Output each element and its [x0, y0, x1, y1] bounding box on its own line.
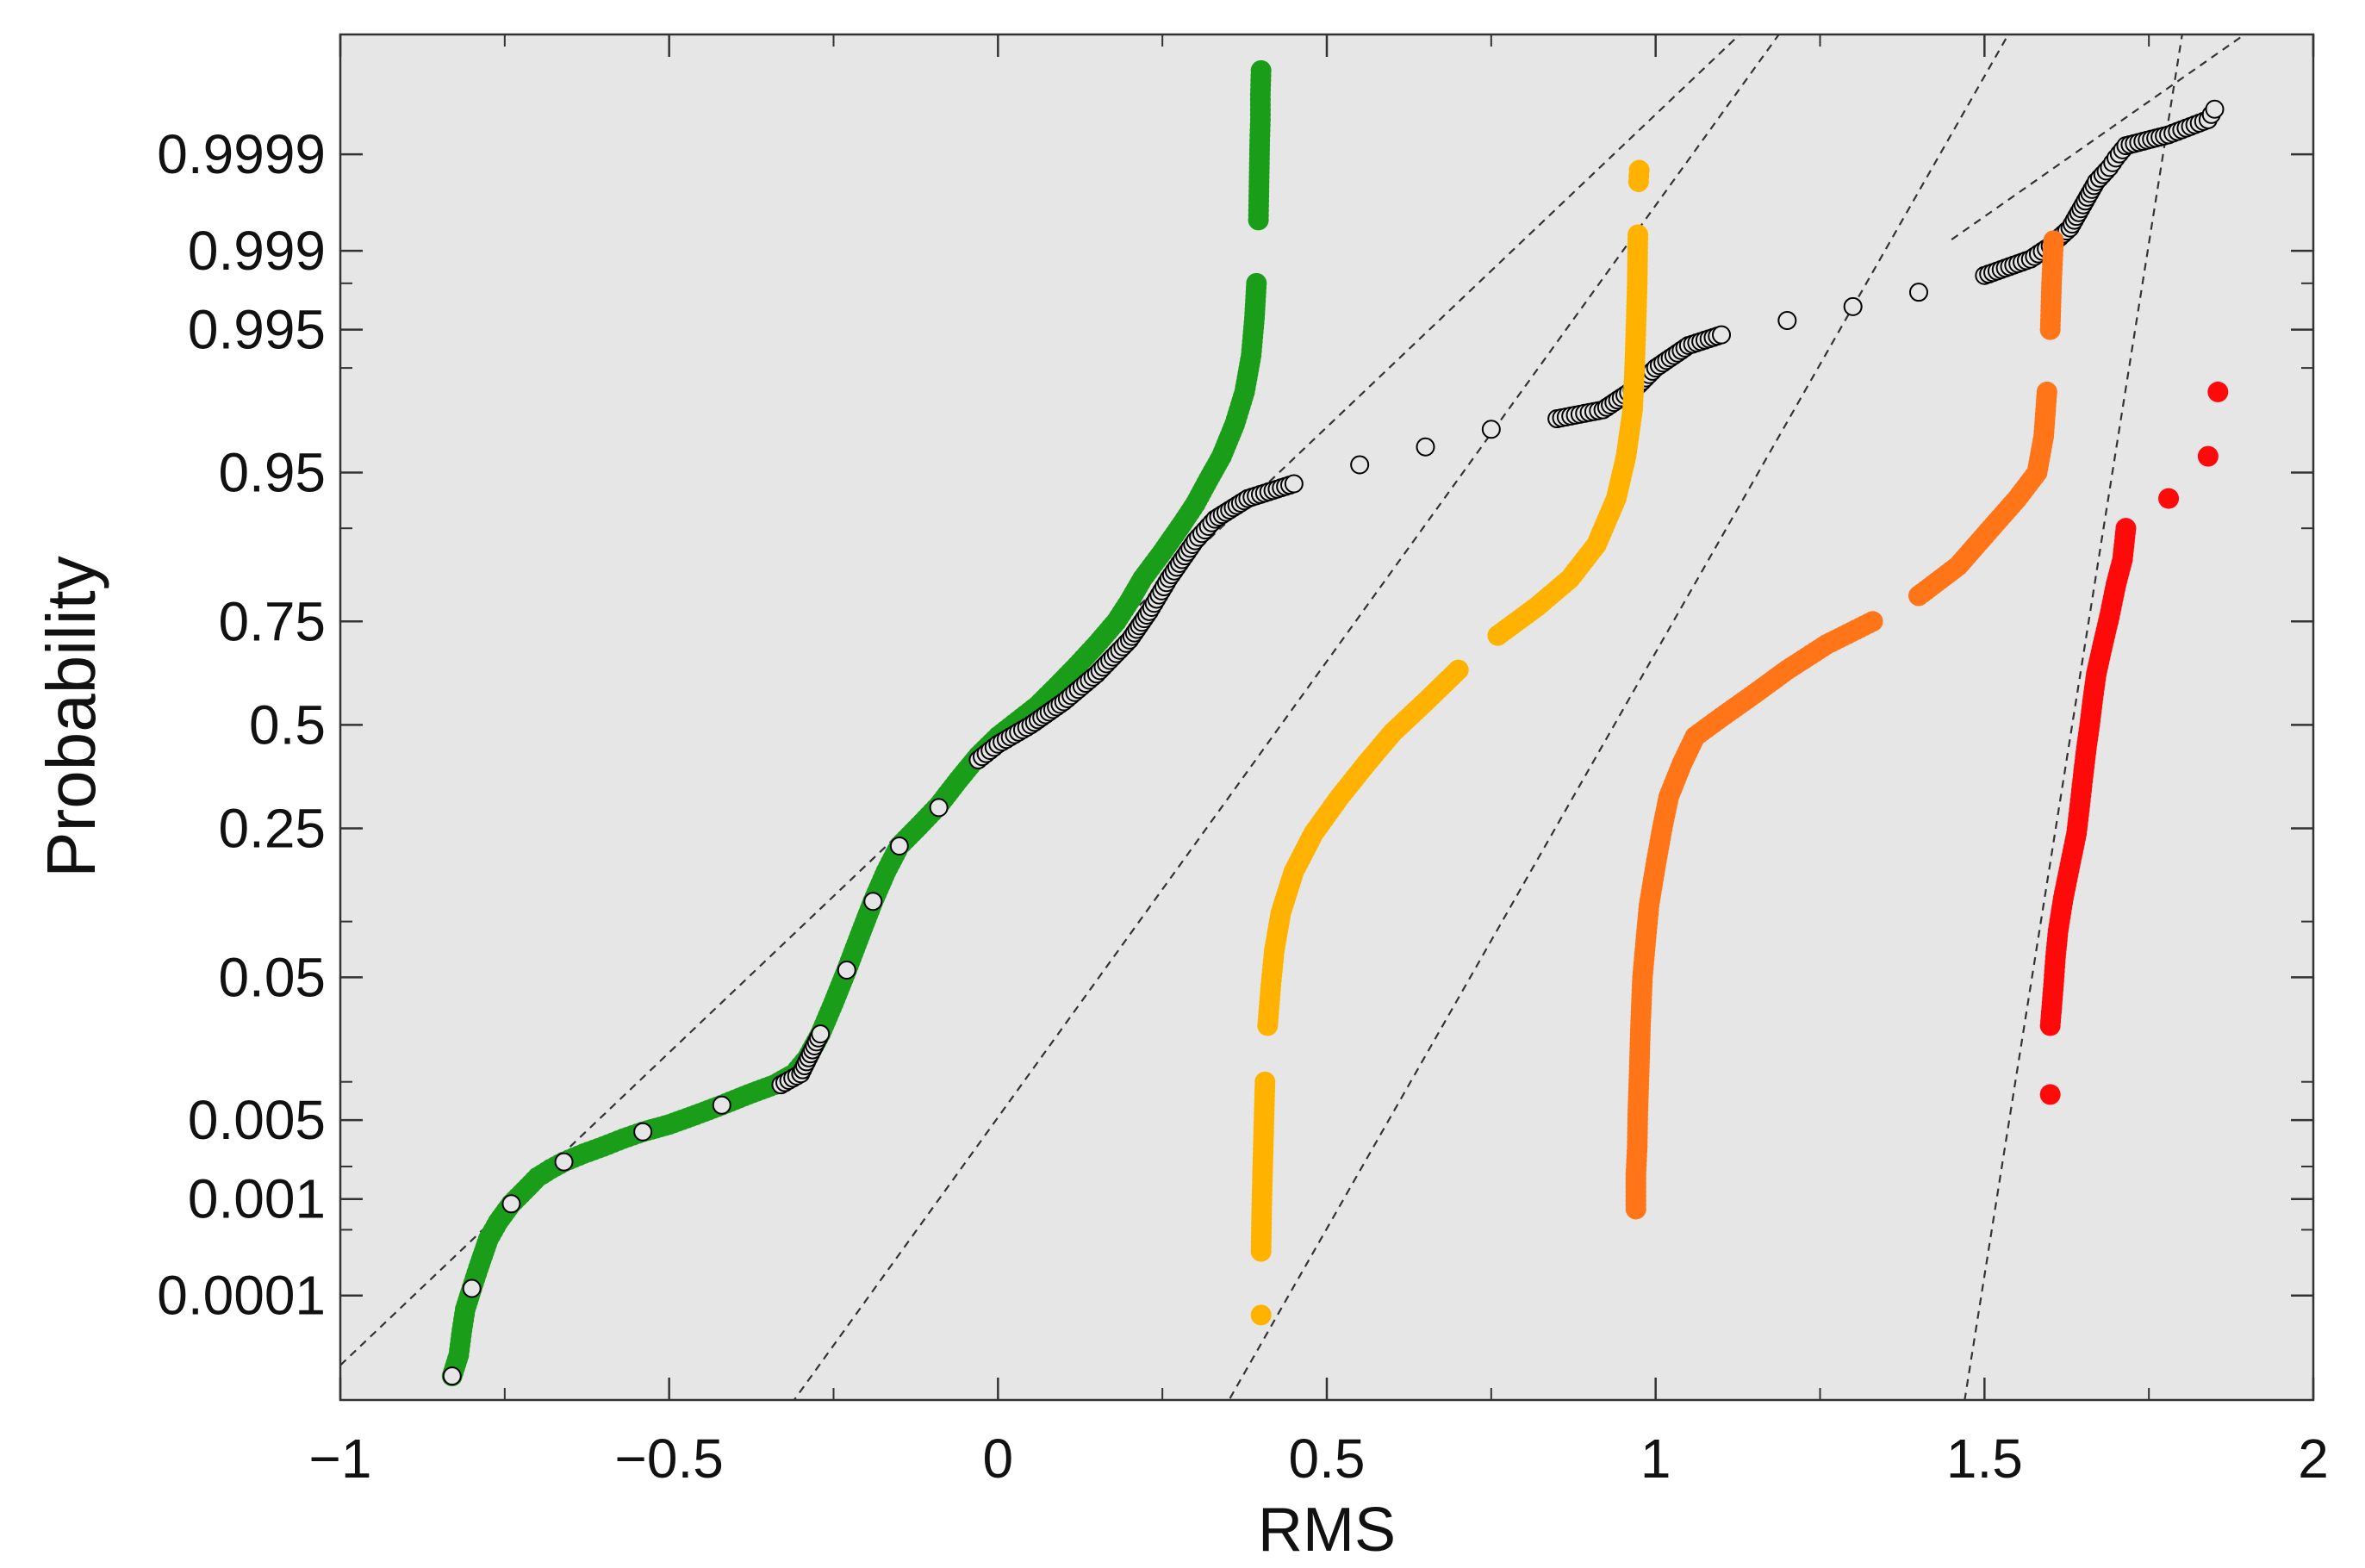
- y-tick-label: 0.001: [188, 1168, 326, 1230]
- data-point: [1350, 455, 1370, 475]
- data-point: [1627, 224, 1649, 246]
- y-tick-label: 0.005: [188, 1089, 326, 1151]
- y-tick-label: 0.0001: [157, 1265, 326, 1327]
- data-series: [441, 59, 2229, 1387]
- y-axis-title: Probability: [33, 556, 109, 878]
- data-point: [2115, 518, 2137, 539]
- data-point: [1250, 1304, 1272, 1326]
- x-tick-label: 2: [2298, 1428, 2329, 1490]
- plot-area: [340, 34, 2313, 1400]
- series-4: [2039, 381, 2229, 1105]
- y-tick-label: 0.9999: [157, 123, 326, 185]
- data-point: [1862, 611, 1883, 632]
- y-tick-label: 0.95: [218, 441, 326, 503]
- data-point: [1250, 59, 1272, 81]
- x-tick-label: 0: [983, 1428, 1014, 1490]
- data-point: [712, 1095, 731, 1115]
- series-3: [1625, 230, 2064, 1220]
- data-point: [1481, 420, 1501, 439]
- x-axis: −1 −0.5 0 0.5 1 1.5 2: [309, 34, 2329, 1490]
- series-2: [1250, 159, 1650, 1326]
- reference-line-4: [1951, 34, 2247, 240]
- data-point: [501, 1194, 521, 1214]
- x-tick-label: 1: [1640, 1428, 1671, 1490]
- data-point: [1254, 1071, 1276, 1092]
- data-point: [2036, 381, 2057, 402]
- data-point: [1447, 659, 1469, 681]
- data-point: [1909, 283, 1928, 302]
- data-point: [554, 1152, 574, 1172]
- data-point: [2039, 1084, 2061, 1105]
- data-point: [2205, 99, 2225, 119]
- y-axis: 0.0001 0.001 0.005 0.05 0.25 0.5 0.75 0.95 0.995…: [157, 123, 2313, 1327]
- y-tick-label: 0.5: [249, 694, 326, 756]
- data-point: [889, 836, 909, 856]
- reference-line-3: [1964, 34, 2183, 1400]
- data-point: [929, 798, 949, 818]
- y-tick-label: 0.75: [218, 590, 326, 652]
- data-point: [1628, 159, 1650, 181]
- data-point: [1843, 296, 1863, 316]
- x-tick-label: 0.5: [1289, 1428, 1366, 1490]
- data-point: [442, 1366, 462, 1386]
- x-tick-label: −1: [309, 1428, 372, 1490]
- data-point: [2158, 488, 2180, 509]
- data-point: [1246, 272, 1267, 294]
- data-point: [633, 1122, 653, 1142]
- data-point: [2043, 230, 2064, 252]
- data-point: [1712, 325, 1731, 345]
- data-point: [863, 892, 883, 912]
- data-point: [1284, 474, 1304, 494]
- data-point: [1416, 437, 1435, 457]
- data-point: [2207, 381, 2229, 402]
- y-tick-label: 0.999: [188, 220, 326, 282]
- x-tick-label: 1.5: [1946, 1428, 2023, 1490]
- data-point: [1777, 311, 1797, 331]
- x-tick-label: −0.5: [614, 1428, 723, 1490]
- y-tick-label: 0.05: [218, 946, 326, 1008]
- reference-line-1: [793, 34, 1781, 1400]
- y-tick-label: 0.995: [188, 299, 326, 361]
- reference-line-2: [1228, 34, 2010, 1400]
- y-tick-label: 0.25: [218, 798, 326, 860]
- data-point: [2197, 445, 2219, 467]
- data-point: [462, 1279, 482, 1298]
- data-point: [811, 1024, 831, 1044]
- x-axis-title: RMS: [1258, 1496, 1396, 1565]
- data-point: [837, 961, 856, 980]
